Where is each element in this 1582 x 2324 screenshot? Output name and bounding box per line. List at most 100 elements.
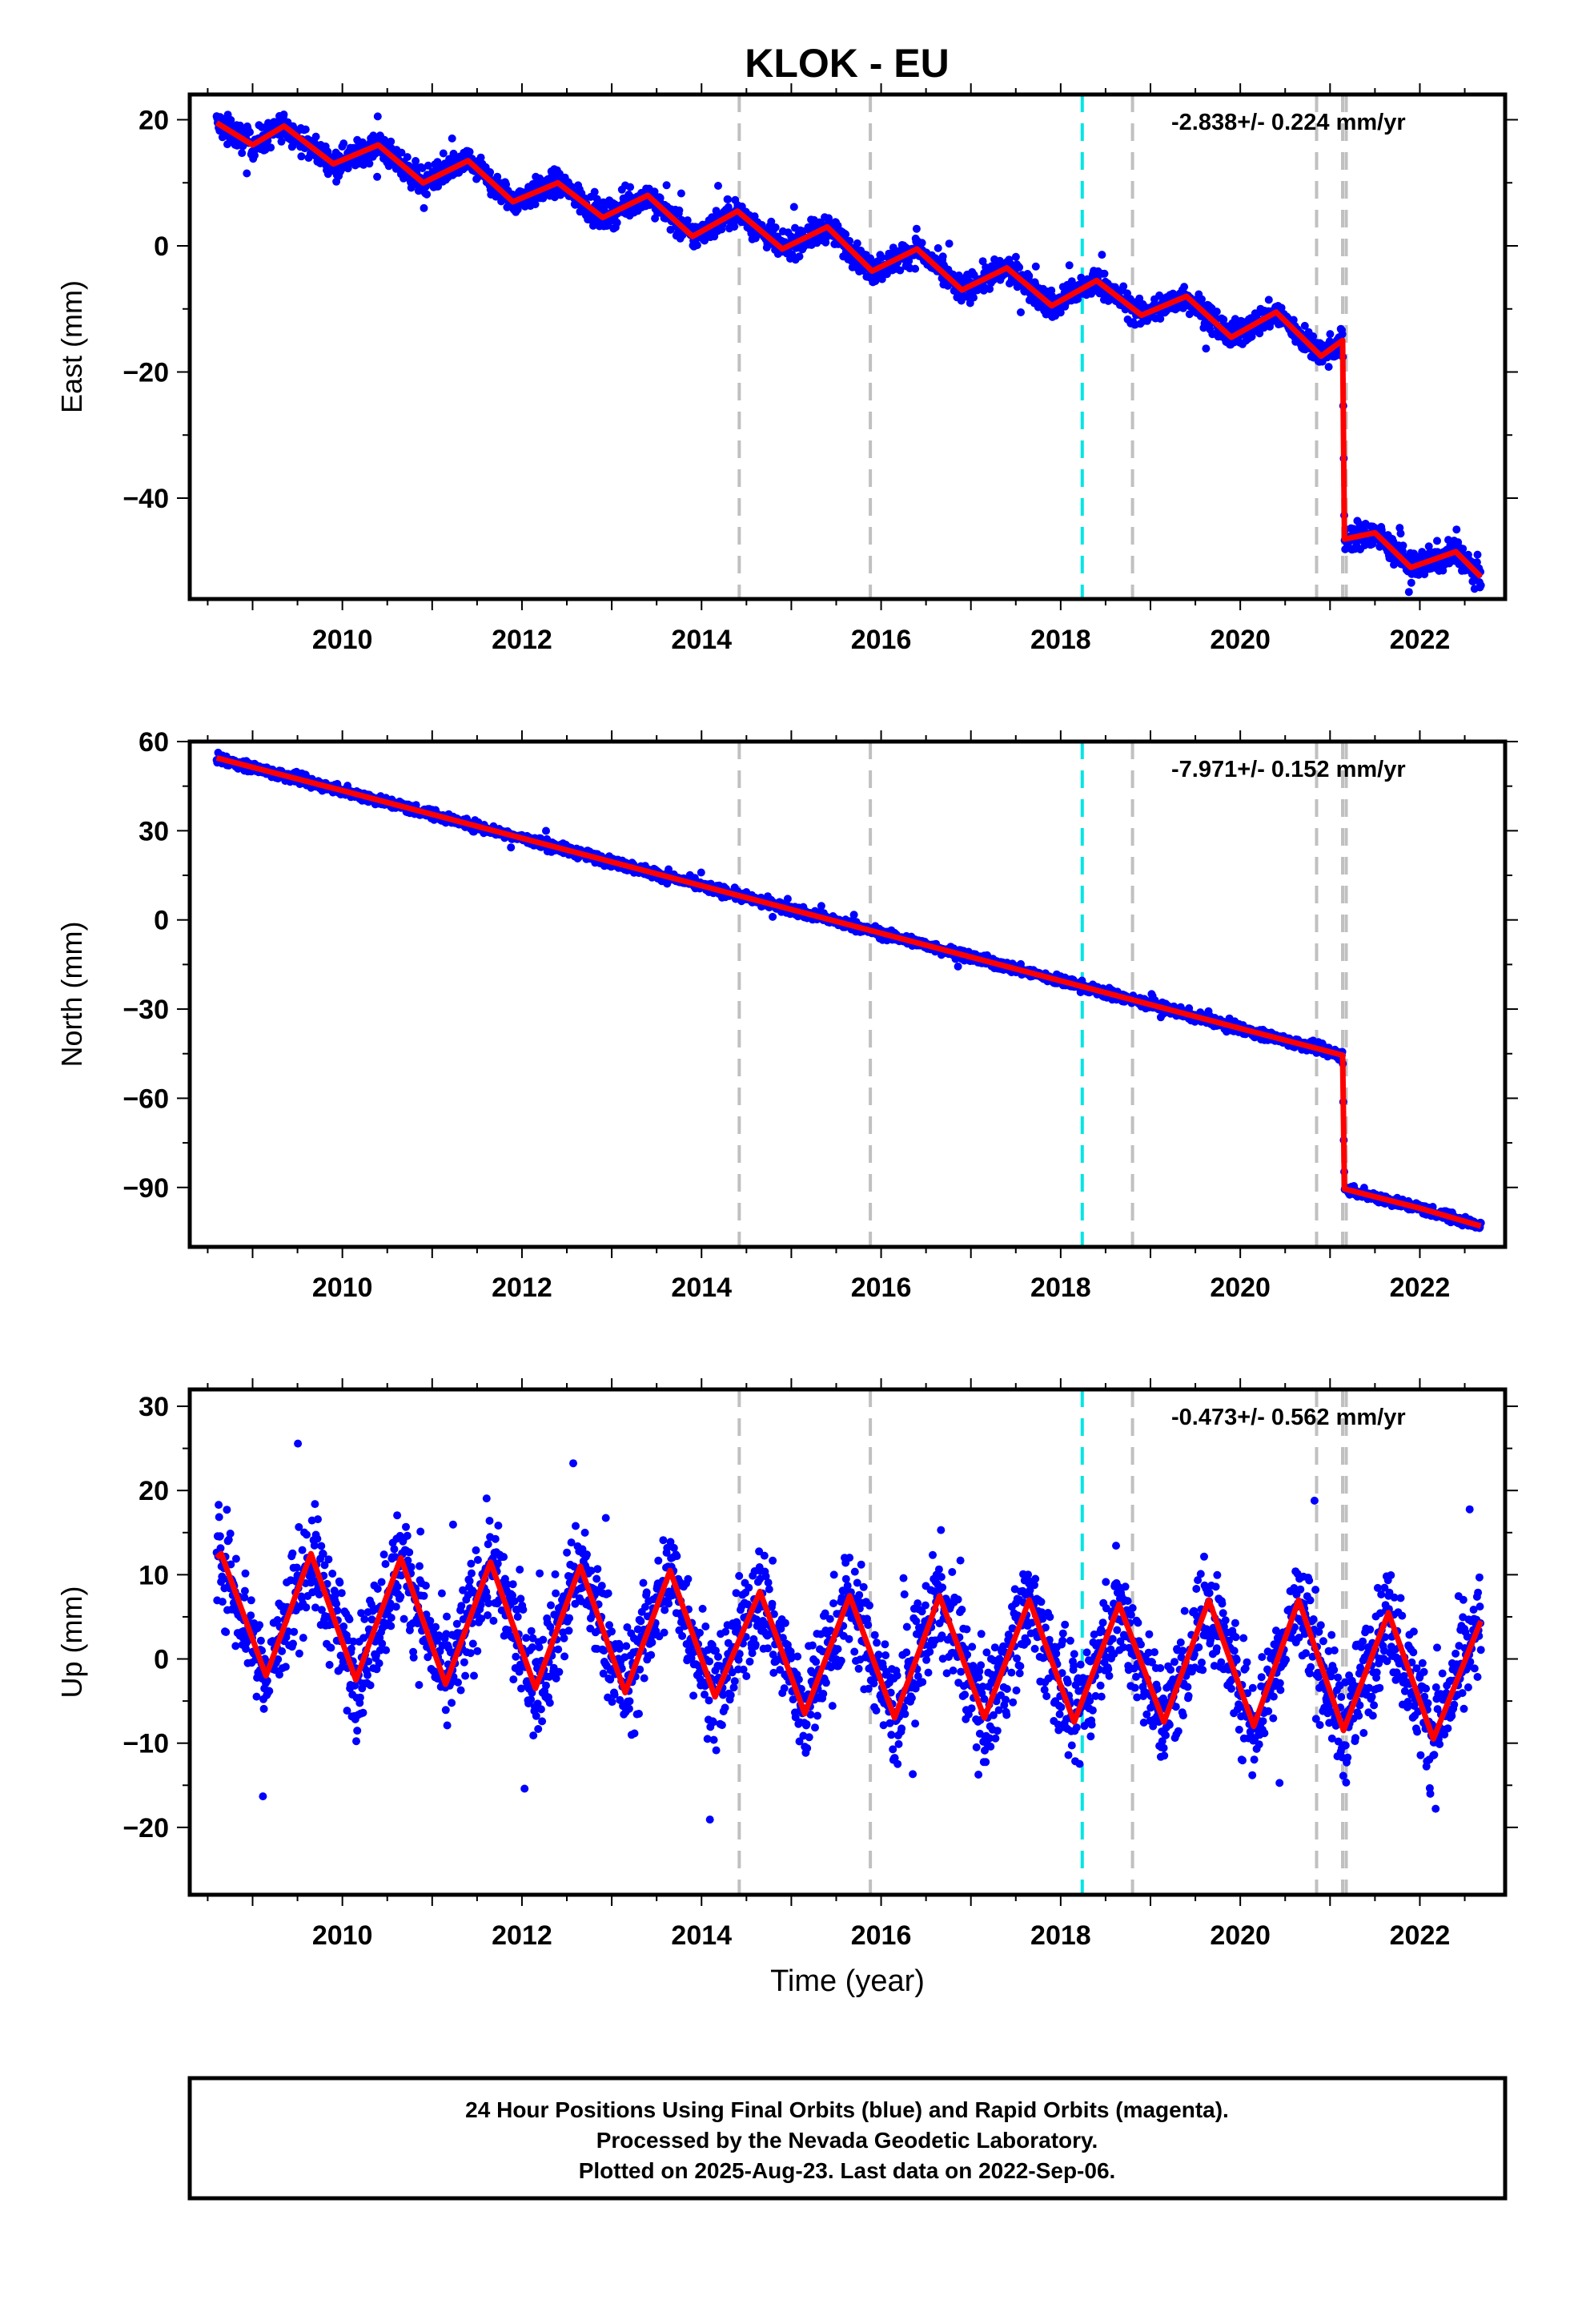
data-point xyxy=(1407,578,1415,587)
plot-frame xyxy=(187,92,1508,601)
data-point xyxy=(1017,308,1025,316)
data-point xyxy=(407,183,416,192)
x-ticks xyxy=(207,83,1466,610)
data-point xyxy=(1219,316,1228,324)
data-point xyxy=(693,241,701,250)
data-points xyxy=(212,748,1485,1232)
data-point xyxy=(243,169,251,178)
data-point xyxy=(592,195,601,203)
data-point xyxy=(817,902,825,911)
data-point xyxy=(486,168,495,176)
data-point xyxy=(1476,581,1485,589)
data-point xyxy=(877,275,886,283)
data-point xyxy=(1439,566,1447,575)
data-point xyxy=(1399,541,1407,550)
data-point xyxy=(403,153,412,162)
data-point xyxy=(449,149,458,158)
data-point xyxy=(697,868,705,877)
y-axis-label: East (mm) xyxy=(55,280,88,413)
data-point xyxy=(626,183,635,191)
y-tick-label: 0 xyxy=(154,231,169,262)
data-point xyxy=(934,243,942,252)
data-point xyxy=(1098,251,1106,259)
velocity-annotation: -2.838+/- 0.224 mm/yr xyxy=(1171,110,1406,135)
data-point xyxy=(279,111,288,119)
data-point xyxy=(339,139,348,148)
data-point xyxy=(730,223,739,231)
data-point xyxy=(1424,542,1433,551)
data-point xyxy=(912,224,921,233)
data-point xyxy=(365,159,374,168)
data-point xyxy=(1015,263,1024,271)
data-point xyxy=(1264,296,1273,304)
data-point xyxy=(767,217,776,226)
data-point xyxy=(1326,330,1335,339)
data-point xyxy=(970,293,978,302)
x-tick-label: 2014 xyxy=(671,625,732,655)
data-point xyxy=(267,143,275,152)
data-point xyxy=(1025,271,1034,280)
data-point xyxy=(1300,321,1309,330)
data-point xyxy=(251,151,259,159)
data-point xyxy=(662,181,671,190)
data-point xyxy=(301,125,310,134)
data-point xyxy=(612,219,621,227)
data-point xyxy=(1202,344,1211,353)
data-point xyxy=(917,239,926,247)
data-point xyxy=(277,137,286,146)
x-tick-label: 2020 xyxy=(1210,625,1271,655)
data-point xyxy=(789,203,798,211)
data-point xyxy=(448,134,456,143)
data-point xyxy=(724,203,733,211)
data-point xyxy=(853,239,861,247)
data-point xyxy=(542,826,550,835)
data-point xyxy=(905,256,913,265)
data-point xyxy=(1031,262,1040,271)
data-point xyxy=(1119,282,1128,291)
offset-lines xyxy=(737,94,1348,599)
x-tick-label: 2010 xyxy=(312,625,373,655)
data-point xyxy=(1100,269,1109,278)
data-point xyxy=(439,149,448,158)
data-point xyxy=(424,161,432,170)
data-point xyxy=(795,252,804,261)
north-panel: 2010 2012 2014 2016 2018 2020 202260300−30−60−… xyxy=(55,727,1518,1303)
data-point xyxy=(841,230,850,239)
data-point xyxy=(397,148,406,157)
data-point xyxy=(1324,363,1333,372)
data-point xyxy=(423,190,432,199)
data-point xyxy=(945,239,954,248)
data-point xyxy=(1011,252,1020,261)
east-panel: 2010 2012 2014 2016 2018 2020 2022200−20−40Eas… xyxy=(55,83,1518,655)
data-point xyxy=(531,200,540,209)
data-point xyxy=(1289,316,1298,324)
data-point xyxy=(896,266,905,275)
data-point xyxy=(1135,294,1144,303)
data-point xyxy=(911,264,920,273)
data-point xyxy=(783,895,792,903)
data-point xyxy=(227,115,235,124)
data-points xyxy=(212,111,1485,597)
data-point xyxy=(938,252,947,261)
data-point xyxy=(771,223,780,231)
data-point xyxy=(954,962,962,971)
data-point xyxy=(1459,545,1468,553)
data-point xyxy=(1180,283,1189,292)
data-point xyxy=(675,206,684,215)
data-point xyxy=(465,147,474,156)
y-ticks xyxy=(177,119,1518,499)
data-point xyxy=(1309,332,1318,340)
data-point xyxy=(590,187,599,196)
data-point xyxy=(978,257,987,266)
data-point xyxy=(373,172,382,181)
data-point xyxy=(1473,550,1482,559)
data-point xyxy=(218,133,227,142)
data-point xyxy=(677,189,685,198)
data-point xyxy=(1452,525,1461,534)
data-point xyxy=(714,182,722,190)
data-point xyxy=(476,153,485,162)
data-point xyxy=(311,132,320,141)
data-point xyxy=(724,195,733,203)
data-point xyxy=(750,212,759,221)
x-tick-label: 2016 xyxy=(851,625,912,655)
